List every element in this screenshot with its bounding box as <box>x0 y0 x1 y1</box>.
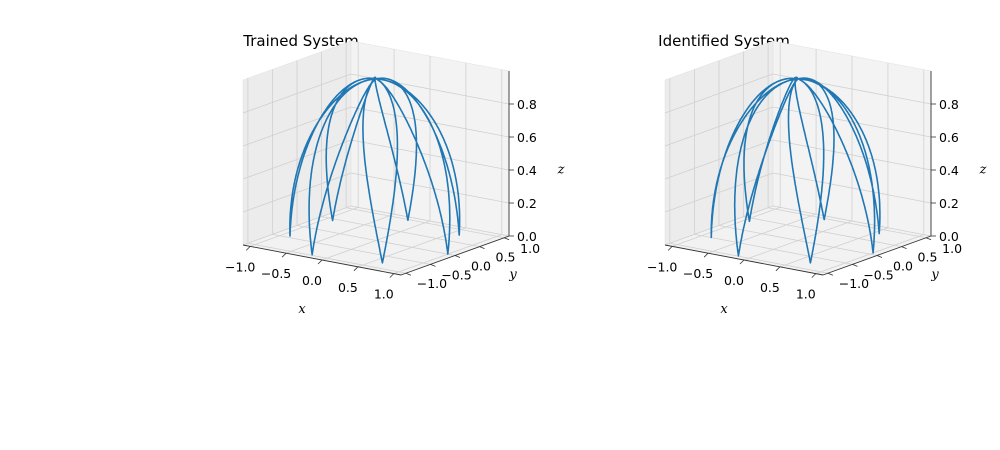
x-tick-label: 0.0 <box>302 273 322 288</box>
z-tick-label: 0.8 <box>517 97 537 112</box>
y-axis-label: y <box>930 268 939 283</box>
x-tick-label: −1.0 <box>225 259 255 274</box>
axis-panes <box>242 40 510 276</box>
x-tick-label: −1.0 <box>647 259 677 274</box>
grid-lines <box>242 42 510 275</box>
chart-title: Trained System <box>242 32 358 50</box>
z-axis-label: z <box>979 163 987 178</box>
y-tick-label: 1.0 <box>942 241 962 256</box>
z-tick-label: 0.2 <box>517 196 537 211</box>
y-tick-label: −1.0 <box>839 276 869 291</box>
z-axis-label: z <box>557 163 565 178</box>
z-tick-label: 0.6 <box>517 130 537 145</box>
y-tick-label: 0.0 <box>471 259 491 274</box>
z-tick-label: 0.6 <box>939 130 959 145</box>
z-tick-label: 0.4 <box>939 163 959 178</box>
z-tick-label: 0.0 <box>939 229 959 244</box>
tick-labels: −1.0 −0.5 0.0 0.5 1.0 −1.0 −0.5 0.0 0.5 … <box>225 97 540 302</box>
trajectory-line <box>710 76 881 264</box>
axis-panes <box>664 40 932 276</box>
z-tick-label: 0.4 <box>517 163 537 178</box>
x-tick-label: −0.5 <box>261 266 291 281</box>
y-tick-label: −1.0 <box>417 276 447 291</box>
x-tick-label: −0.5 <box>683 266 713 281</box>
x-tick-label: 0.0 <box>724 273 744 288</box>
x-tick-label: 0.5 <box>760 280 780 295</box>
subplot-trained-system: Trained System −1.0 −0.5 0.0 0.5 1.0 −1.… <box>225 32 565 317</box>
tick-labels: −1.0 −0.5 0.0 0.5 1.0 −1.0 −0.5 0.0 0.5 … <box>647 97 962 302</box>
chart-title: Identified System <box>658 32 790 50</box>
z-tick-label: 0.0 <box>517 229 537 244</box>
y-tick-label: 1.0 <box>520 241 540 256</box>
x-axis-label: x <box>298 302 306 317</box>
y-tick-label: 0.5 <box>918 250 938 265</box>
x-tick-label: 0.5 <box>338 280 358 295</box>
axis-lines <box>242 71 514 278</box>
y-tick-label: 0.0 <box>893 259 913 274</box>
trajectory-line <box>289 76 461 264</box>
y-tick-label: 0.5 <box>496 250 516 265</box>
subplot-identified-system: Identified System −1.0 −0.5 0.0 0.5 1.0 … <box>647 32 987 317</box>
y-tick-label: −0.5 <box>441 267 471 282</box>
z-tick-label: 0.8 <box>939 97 959 112</box>
z-tick-label: 0.2 <box>939 196 959 211</box>
x-axis-label: x <box>720 302 728 317</box>
y-tick-label: −0.5 <box>863 267 893 282</box>
y-axis-label: y <box>508 268 517 283</box>
x-tick-label: 1.0 <box>374 287 394 302</box>
x-tick-label: 1.0 <box>796 287 816 302</box>
axis-lines <box>664 71 936 278</box>
